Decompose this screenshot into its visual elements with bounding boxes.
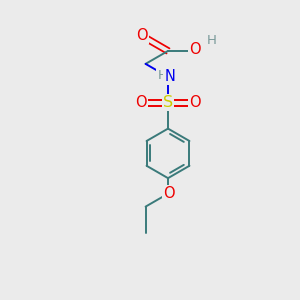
Text: H: H (158, 69, 167, 82)
Text: O: O (135, 95, 147, 110)
Text: O: O (189, 95, 201, 110)
Text: O: O (163, 186, 175, 201)
Text: S: S (163, 95, 173, 110)
Text: O: O (136, 28, 147, 43)
Text: H: H (207, 34, 217, 47)
Text: N: N (164, 69, 175, 84)
Text: O: O (189, 42, 201, 57)
